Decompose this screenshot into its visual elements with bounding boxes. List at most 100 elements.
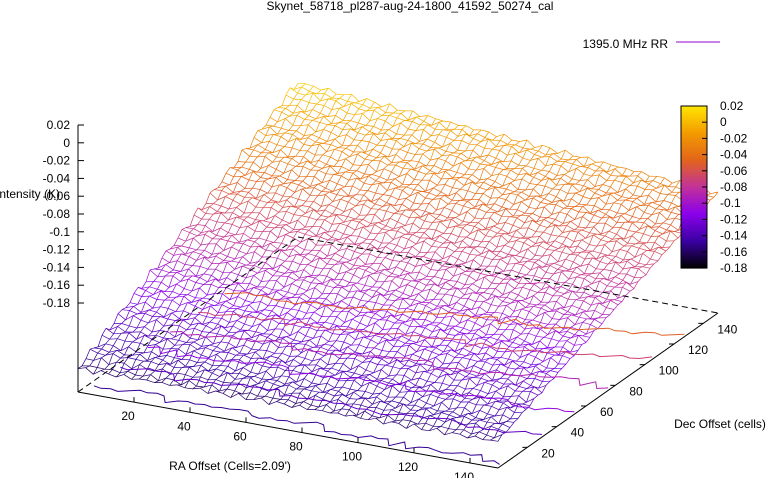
mesh-segment <box>601 245 605 254</box>
mesh-segment <box>546 381 550 385</box>
mesh-segment <box>397 118 405 121</box>
mesh-segment <box>522 166 526 168</box>
mesh-segment <box>467 341 471 344</box>
mesh-segment <box>650 251 654 259</box>
mesh-segment <box>224 257 228 261</box>
mesh-segment <box>420 233 424 238</box>
mesh-segment <box>392 274 400 276</box>
mesh-segment <box>425 340 433 347</box>
mesh-segment <box>437 185 445 186</box>
mesh-segment <box>596 262 600 269</box>
mesh-segment <box>625 211 629 214</box>
mesh-segment <box>413 235 421 238</box>
mesh-segment <box>604 162 612 165</box>
mesh-segment <box>380 282 384 288</box>
mesh-segment <box>464 328 472 331</box>
mesh-segment <box>185 276 193 277</box>
mesh-segment <box>146 291 154 295</box>
mesh-segment <box>365 285 373 287</box>
mesh-segment <box>556 219 564 223</box>
mesh-segment <box>314 188 322 192</box>
mesh-segment <box>667 225 671 230</box>
mesh-segment <box>118 314 126 320</box>
mesh-segment <box>559 233 563 237</box>
mesh-segment <box>519 265 523 273</box>
mesh-segment <box>270 242 274 243</box>
mesh-segment <box>509 347 517 348</box>
mesh-segment <box>396 277 404 279</box>
mesh-segment <box>360 183 364 190</box>
mesh-segment <box>556 320 560 325</box>
mesh-segment <box>271 208 279 213</box>
mesh-segment <box>430 277 434 280</box>
mesh-segment <box>210 322 218 324</box>
mesh-segment <box>598 196 602 197</box>
mesh-segment <box>450 131 458 137</box>
mesh-segment <box>548 204 556 205</box>
mesh-segment <box>555 236 559 241</box>
mesh-segment <box>338 148 346 149</box>
mesh-segment <box>466 134 474 139</box>
mesh-segment <box>284 308 292 309</box>
mesh-segment <box>612 271 620 274</box>
mesh-segment <box>346 262 354 265</box>
mesh-segment <box>505 242 509 245</box>
mesh-segment <box>216 244 224 251</box>
mesh-segment <box>325 195 333 202</box>
mesh-segment <box>493 259 501 260</box>
mesh-segment <box>306 84 314 86</box>
mesh-segment <box>331 145 339 148</box>
mesh-segment <box>428 116 436 119</box>
mesh-segment <box>422 166 430 171</box>
mesh-segment <box>313 86 321 90</box>
mesh-segment <box>626 176 634 182</box>
mesh-segment <box>614 298 618 300</box>
mesh-segment <box>288 277 296 281</box>
mesh-segment <box>672 203 680 207</box>
mesh-segment <box>430 303 438 307</box>
mesh-segment <box>391 305 399 309</box>
mesh-segment <box>518 317 526 320</box>
mesh-segment <box>374 126 382 130</box>
mesh-segment <box>528 247 532 249</box>
mesh-segment <box>431 135 439 136</box>
mesh-segment <box>440 234 444 236</box>
mesh-segment <box>555 355 563 356</box>
mesh-segment <box>530 284 534 290</box>
mesh-segment <box>506 209 514 216</box>
mesh-segment <box>253 182 257 189</box>
mesh-segment <box>380 177 388 180</box>
mesh-segment <box>567 341 575 346</box>
mesh-segment <box>218 312 226 313</box>
mesh-segment <box>424 364 432 366</box>
mesh-segment <box>355 109 359 115</box>
mesh-segment <box>259 238 267 240</box>
mesh-segment <box>253 312 261 313</box>
mesh-segment <box>336 341 344 342</box>
mesh-segment <box>622 176 626 182</box>
mesh-segment <box>352 340 356 346</box>
mesh-segment <box>510 311 514 317</box>
mesh-segment <box>161 282 169 287</box>
mesh-segment <box>149 310 157 312</box>
mesh-segment <box>500 375 504 379</box>
mesh-segment <box>283 329 291 335</box>
mesh-segment <box>282 112 290 116</box>
mesh-segment <box>529 312 537 317</box>
mesh-segment <box>276 169 284 173</box>
mesh-segment <box>428 246 432 252</box>
mesh-segment <box>474 366 482 370</box>
mesh-segment <box>459 334 463 343</box>
mesh-segment <box>381 258 385 264</box>
mesh-segment <box>296 287 300 294</box>
mesh-segment <box>429 203 437 210</box>
mesh-segment <box>281 276 289 277</box>
mesh-segment <box>658 255 662 261</box>
mesh-segment <box>544 204 548 207</box>
mesh-segment <box>476 188 480 194</box>
mesh-segment <box>518 287 522 295</box>
mesh-segment <box>514 189 518 191</box>
mesh-segment <box>365 164 369 174</box>
mesh-segment <box>330 180 338 184</box>
mesh-segment <box>512 263 516 270</box>
